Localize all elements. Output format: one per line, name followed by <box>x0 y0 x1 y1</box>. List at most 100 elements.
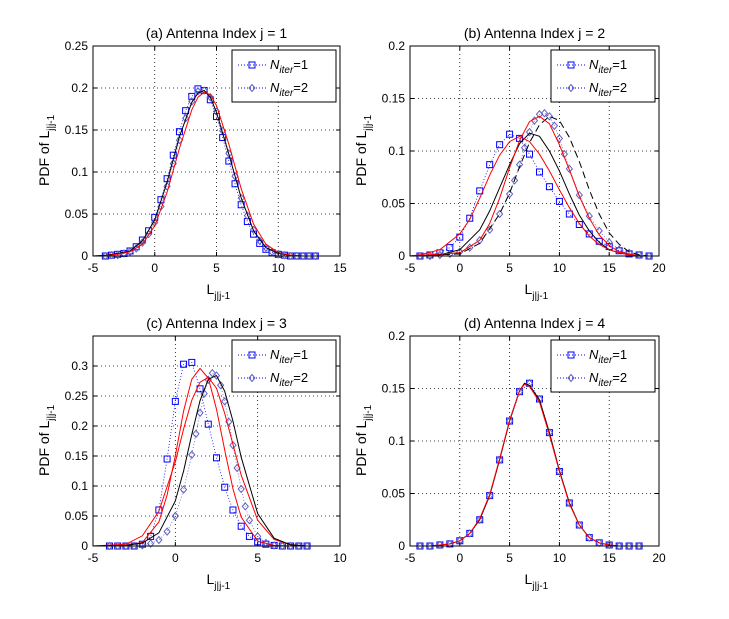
legend-marker-diamond <box>248 373 256 383</box>
x-tick-label: 5 <box>213 261 220 275</box>
data-point-square <box>229 506 237 514</box>
data-point-diamond <box>241 502 249 511</box>
legend-label-sub: iter <box>598 378 613 389</box>
data-point-diamond <box>525 127 534 137</box>
series-connector <box>109 361 308 547</box>
legend-marker-square <box>248 351 256 359</box>
y-tick-label: 0.2 <box>71 81 88 95</box>
data-point-square <box>466 214 474 222</box>
data-point-square <box>496 141 504 149</box>
x-tick-label: -5 <box>88 551 99 565</box>
data-point-diamond <box>585 533 593 542</box>
series-line-4 <box>92 376 340 547</box>
data-point-diamond <box>179 485 188 494</box>
data-point-diamond <box>194 87 202 96</box>
x-tick-label: 15 <box>603 551 617 565</box>
y-axis-label-sub: j|j-1 <box>363 404 374 421</box>
y-tick-label: 0.1 <box>388 144 405 158</box>
legend-label-main: N <box>270 80 280 95</box>
y-axis-label-main: PDF of L <box>36 131 52 186</box>
x-axis-label: Lj|j-1 <box>525 281 549 302</box>
chart-title: (a) Antenna Index j = 1 <box>146 25 287 41</box>
y-axis-label-main: PDF of L <box>353 421 369 476</box>
series-line-4 <box>92 91 340 257</box>
data-point-diamond <box>510 176 519 185</box>
legend-label-suffix: =2 <box>612 80 627 95</box>
data-point-diamond <box>530 116 539 125</box>
legend-label-sub: iter <box>279 88 294 99</box>
data-point-square <box>575 221 583 228</box>
data-point-diamond <box>192 429 200 439</box>
y-tick-label: 0.05 <box>65 509 89 523</box>
data-point-diamond <box>208 368 217 378</box>
x-axis-label: Lj|j-1 <box>207 281 231 302</box>
legend-label-main: N <box>589 370 599 385</box>
legend-label: Niter=1 <box>589 57 627 76</box>
series-line-6 <box>409 115 659 257</box>
data-point-diamond <box>256 236 264 246</box>
data-point-square <box>545 183 553 191</box>
data-point-diamond <box>466 529 474 538</box>
data-point-square <box>526 150 534 158</box>
y-tick-label: 0.15 <box>382 382 406 396</box>
data-point-diamond <box>188 97 196 106</box>
data-point-diamond <box>550 121 559 131</box>
y-axis-label-sub: j|j-1 <box>46 404 57 421</box>
legend-marker-square <box>567 61 575 69</box>
x-tick-label: 15 <box>333 261 347 275</box>
data-point-diamond <box>262 243 270 252</box>
data-point-diamond <box>520 143 529 153</box>
data-point-square <box>231 180 239 188</box>
legend-marker-diamond <box>567 83 575 93</box>
y-tick-label: 0.3 <box>71 359 88 373</box>
data-point-square <box>213 454 220 462</box>
chart-title: (d) Antenna Index j = 4 <box>464 315 605 331</box>
y-tick-label: 0.1 <box>71 479 88 493</box>
axes-box <box>92 335 341 547</box>
data-point-square <box>132 243 140 251</box>
y-axis-label-main: PDF of L <box>36 421 52 476</box>
legend-label-suffix: =1 <box>293 347 308 362</box>
data-point-diamond <box>212 371 221 380</box>
data-point-diamond <box>146 539 155 548</box>
data-point-diamond <box>311 251 319 261</box>
legend-label: Niter=1 <box>270 57 308 76</box>
data-point-diamond <box>555 134 564 143</box>
data-point-diamond <box>625 541 633 551</box>
y-tick-label: 0.15 <box>65 449 89 463</box>
data-point-diamond <box>254 532 262 541</box>
data-point-square <box>188 92 196 100</box>
legend-box <box>231 49 337 103</box>
data-point-diamond <box>645 251 653 261</box>
x-tick-label: 0 <box>151 261 158 275</box>
data-point-square <box>204 420 212 428</box>
data-point-diamond <box>196 408 204 418</box>
y-axis-label: PDF of Lj|j-1 <box>353 114 374 186</box>
y-tick-label: 0.2 <box>388 39 405 53</box>
y-tick-label: 0 <box>81 249 88 263</box>
legend-label: Niter=2 <box>270 80 308 99</box>
chart-title: (c) Antenna Index j = 3 <box>146 315 287 331</box>
x-axis-label-sub: j|j-1 <box>213 291 230 302</box>
y-axis-label-sub: j|j-1 <box>46 114 57 131</box>
data-point-square <box>555 197 563 205</box>
legend-label-sub: iter <box>598 65 613 76</box>
chart-title: (b) Antenna Index j = 2 <box>464 25 605 41</box>
legend-label-suffix: =1 <box>293 57 308 72</box>
x-axis-label: Lj|j-1 <box>525 571 549 592</box>
legend-marker-diamond <box>248 83 256 93</box>
legend-label-sub: iter <box>279 65 294 76</box>
y-tick-label: 0.1 <box>388 434 405 448</box>
x-axis-label-main: L <box>525 281 533 297</box>
data-point-square <box>535 168 543 176</box>
data-point-square <box>245 532 253 540</box>
data-point-diamond <box>565 164 574 174</box>
legend-label-main: N <box>589 347 599 362</box>
data-point-diamond <box>200 86 208 95</box>
legend-box <box>550 49 656 103</box>
x-tick-label: 5 <box>506 261 513 275</box>
data-point-diamond <box>466 243 474 252</box>
y-tick-label: 0.25 <box>65 389 89 403</box>
